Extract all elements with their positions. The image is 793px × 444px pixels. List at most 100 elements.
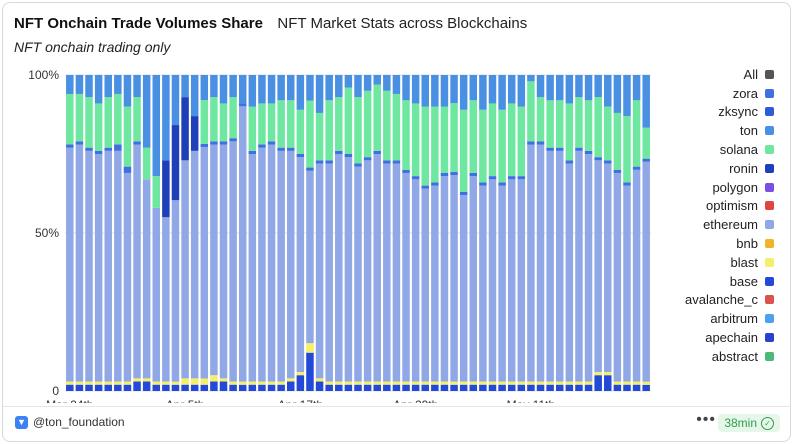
bar-segment-ton[interactable] bbox=[354, 75, 362, 98]
bar-segment-blast[interactable] bbox=[104, 381, 112, 385]
bar-segment-ton[interactable] bbox=[507, 75, 516, 104]
bar-segment-blast[interactable] bbox=[190, 378, 199, 385]
bar-segment-solana[interactable] bbox=[94, 103, 103, 151]
bar-segment-ton[interactable] bbox=[373, 75, 381, 85]
bar-segment-base[interactable] bbox=[258, 384, 266, 391]
bar-segment-base[interactable] bbox=[431, 384, 439, 391]
bar-segment-blast[interactable] bbox=[142, 378, 151, 382]
bar-segment-zora[interactable] bbox=[315, 160, 324, 164]
bar-segment-blast[interactable] bbox=[565, 381, 574, 385]
bar-segment-base[interactable] bbox=[142, 381, 151, 391]
bar-segment-solana[interactable] bbox=[517, 106, 526, 177]
bar-segment-solana[interactable] bbox=[546, 100, 554, 148]
bar-segment-blast[interactable] bbox=[402, 381, 410, 385]
bar-segment-ton[interactable] bbox=[94, 75, 103, 104]
bar-segment-ton[interactable] bbox=[421, 75, 429, 107]
bar-segment-ethereum[interactable] bbox=[488, 179, 497, 382]
bar-segment-ton[interactable] bbox=[363, 75, 372, 91]
bar-segment-solana[interactable] bbox=[440, 106, 449, 173]
bar-segment-zora[interactable] bbox=[277, 147, 285, 151]
legend-item-ton[interactable]: ton bbox=[685, 121, 774, 140]
bar-segment-ethereum[interactable] bbox=[210, 144, 218, 376]
bar-segment-blast[interactable] bbox=[623, 381, 631, 385]
bar-segment-ton[interactable] bbox=[181, 75, 189, 98]
bar-segment-ton[interactable] bbox=[248, 75, 257, 107]
bar-segment-blast[interactable] bbox=[315, 378, 324, 382]
bar-segment-ton[interactable] bbox=[258, 75, 266, 104]
bar-segment-solana[interactable] bbox=[142, 147, 151, 180]
bar-segment-blast[interactable] bbox=[632, 381, 641, 385]
bar-segment-blast[interactable] bbox=[210, 375, 218, 382]
bar-segment-ethereum[interactable] bbox=[335, 154, 343, 382]
bar-segment-blast[interactable] bbox=[373, 381, 381, 385]
bar-segment-base[interactable] bbox=[488, 384, 497, 391]
bar-segment-zora[interactable] bbox=[402, 169, 410, 173]
bar-segment-zora[interactable] bbox=[469, 172, 478, 177]
legend-item-arbitrum[interactable]: arbitrum bbox=[685, 309, 774, 328]
bar-segment-ton[interactable] bbox=[287, 75, 295, 101]
bar-segment-zora[interactable] bbox=[258, 144, 266, 148]
bar-segment-solana[interactable] bbox=[267, 103, 276, 142]
bar-segment-ton[interactable] bbox=[575, 75, 583, 98]
bar-segment-solana[interactable] bbox=[114, 93, 122, 145]
bar-segment-blast[interactable] bbox=[162, 381, 170, 385]
bar-segment-solana[interactable] bbox=[584, 100, 593, 151]
bar-segment-base[interactable] bbox=[642, 384, 650, 391]
bar-segment-solana[interactable] bbox=[459, 109, 468, 192]
bar-segment-solana[interactable] bbox=[200, 100, 209, 144]
bar-segment-ton[interactable] bbox=[459, 75, 468, 110]
bar-segment-blast[interactable] bbox=[171, 381, 180, 385]
bar-segment-zora[interactable] bbox=[392, 160, 401, 164]
bar-segment-base[interactable] bbox=[469, 384, 478, 391]
bar-segment-base[interactable] bbox=[190, 384, 199, 391]
bar-segment-solana[interactable] bbox=[123, 106, 132, 167]
bar-segment-solana[interactable] bbox=[85, 97, 93, 148]
bar-segment-base[interactable] bbox=[440, 384, 449, 391]
bar-segment-blast[interactable] bbox=[517, 381, 526, 385]
bar-segment-zora[interactable] bbox=[527, 141, 535, 145]
bar-segment-ton[interactable] bbox=[315, 75, 324, 113]
bar-segment-base[interactable] bbox=[114, 384, 122, 391]
legend-item-base[interactable]: base bbox=[685, 272, 774, 291]
bar-segment-solana[interactable] bbox=[392, 93, 401, 161]
bar-segment-ethereum[interactable] bbox=[584, 154, 593, 382]
bar-segment-zora[interactable] bbox=[306, 167, 314, 171]
bar-segment-blast[interactable] bbox=[133, 378, 141, 382]
bar-segment-zora[interactable] bbox=[479, 182, 487, 186]
bar-segment-ton[interactable] bbox=[604, 75, 612, 107]
bar-segment-base[interactable] bbox=[277, 384, 285, 391]
legend-item-optimism[interactable]: optimism bbox=[685, 197, 774, 216]
bar-segment-zora[interactable] bbox=[604, 160, 612, 164]
bar-segment-ethereum[interactable] bbox=[325, 163, 333, 382]
bar-segment-blast[interactable] bbox=[594, 372, 602, 376]
bar-segment-ton[interactable] bbox=[613, 75, 622, 113]
bar-segment-base[interactable] bbox=[315, 381, 324, 391]
bar-segment-blast[interactable] bbox=[507, 381, 516, 385]
bar-segment-base[interactable] bbox=[133, 381, 141, 391]
bar-segment-ethereum[interactable] bbox=[277, 150, 285, 382]
bar-segment-zora[interactable] bbox=[219, 141, 228, 145]
bar-segment-ethereum[interactable] bbox=[479, 185, 487, 382]
bar-segment-ethereum[interactable] bbox=[171, 200, 180, 382]
legend-item-solana[interactable]: solana bbox=[685, 140, 774, 159]
bar-segment-solana[interactable] bbox=[642, 127, 650, 159]
bar-segment-solana[interactable] bbox=[133, 97, 141, 142]
bar-segment-ethereum[interactable] bbox=[306, 170, 314, 344]
bar-segment-ton[interactable] bbox=[306, 75, 314, 101]
bar-segment-solana[interactable] bbox=[373, 84, 381, 151]
bar-segment-blast[interactable] bbox=[354, 381, 362, 385]
bar-segment-base[interactable] bbox=[181, 384, 189, 391]
bar-segment-blast[interactable] bbox=[642, 381, 650, 385]
bar-segment-zora[interactable] bbox=[546, 147, 554, 151]
bar-segment-blast[interactable] bbox=[258, 381, 266, 385]
bar-segment-ethereum[interactable] bbox=[94, 154, 103, 382]
bar-segment-base[interactable] bbox=[546, 384, 554, 391]
bar-segment-ethereum[interactable] bbox=[142, 179, 151, 379]
bar-segment-solana[interactable] bbox=[613, 112, 622, 170]
bar-segment-base[interactable] bbox=[123, 384, 132, 391]
bar-segment-solana[interactable] bbox=[421, 106, 429, 186]
bar-segment-blast[interactable] bbox=[421, 381, 429, 385]
bar-segment-solana[interactable] bbox=[383, 90, 391, 161]
bar-segment-zora[interactable] bbox=[575, 147, 583, 151]
bar-segment-base[interactable] bbox=[450, 384, 458, 391]
